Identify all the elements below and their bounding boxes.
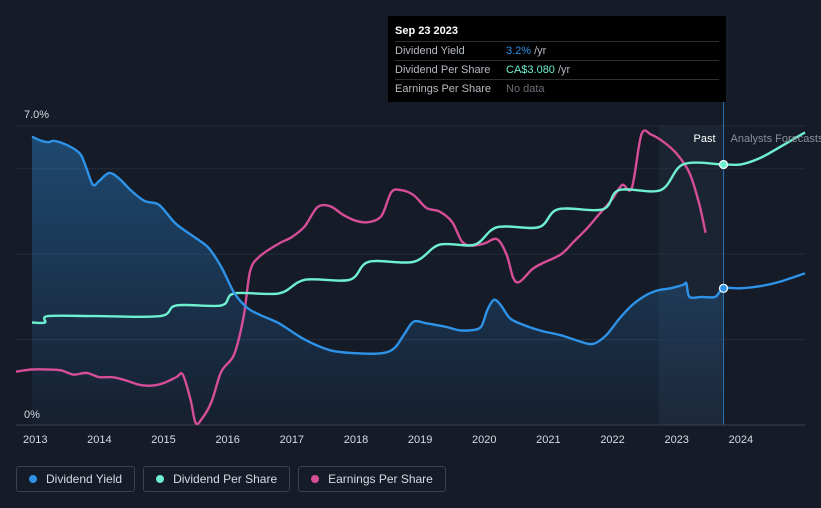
series-line-earnings-per-share (15, 129, 707, 426)
tooltip-unit: /yr (557, 64, 571, 76)
legend-label: Dividend Per Share (173, 472, 278, 486)
legend-item-earnings-per-share[interactable]: Earnings Per Share (298, 466, 446, 492)
legend-dot-icon (156, 475, 165, 483)
tooltip-value: No data (506, 83, 545, 95)
y-axis-top-label: 7.0% (24, 109, 49, 121)
tooltip-label: Earnings Per Share (395, 83, 491, 95)
tooltip-row-dividend-yield: Dividend Yield 3.2% /yr (395, 41, 719, 60)
x-tick-label: 2022 (600, 434, 624, 446)
legend-label: Earnings Per Share (328, 472, 433, 486)
marker-dividend-per-share (718, 159, 729, 170)
x-tick-label: 2016 (215, 434, 239, 446)
x-tick-label: 2024 (729, 434, 753, 446)
tooltip-unit: /yr (534, 45, 547, 57)
dividend-yield-area (32, 136, 724, 425)
series-line-dividend-per-share (31, 131, 806, 325)
x-axis-ticks: 2013 2014 2015 2016 2017 2018 2019 2020 2021 2022… (23, 434, 753, 446)
legend-dot-icon (29, 475, 37, 483)
y-axis-bottom-label: 0% (24, 409, 40, 421)
tooltip-panel: Sep 23 2023 Dividend Yield 3.2% /yr Divi… (388, 16, 726, 102)
forecast-label: Analysts Forecasts (731, 133, 821, 145)
tooltip-value: 3.2% (506, 45, 532, 57)
tooltip-row-dividend-per-share: Dividend Per Share CA$3.080 /yr (395, 60, 719, 79)
tooltip-value: CA$3.080 (506, 64, 555, 76)
x-tick-label: 2021 (536, 434, 560, 446)
x-tick-label: 2014 (87, 434, 111, 446)
x-tick-label: 2019 (408, 434, 432, 446)
tooltip-date: Sep 23 2023 (395, 25, 458, 37)
x-tick-label: 2023 (664, 434, 688, 446)
legend-item-dividend-per-share[interactable]: Dividend Per Share (143, 466, 291, 492)
past-label: Past (694, 133, 716, 145)
tooltip-label: Dividend Yield (395, 45, 465, 57)
series-line-dividend-yield (31, 135, 806, 355)
legend: Dividend Yield Dividend Per Share Earnin… (16, 466, 446, 492)
legend-item-dividend-yield[interactable]: Dividend Yield (16, 466, 136, 492)
chart-svg: 2013 2014 2015 2016 2017 2018 2019 2020 2021 2022… (15, 100, 821, 446)
x-tick-label: 2020 (472, 434, 496, 446)
series-lines (15, 129, 806, 426)
tooltip-label: Dividend Per Share (395, 64, 491, 76)
x-tick-label: 2013 (23, 434, 47, 446)
x-tick-label: 2017 (280, 434, 304, 446)
tooltip-row-earnings-per-share: Earnings Per Share No data (395, 79, 719, 98)
legend-dot-icon (311, 475, 320, 483)
x-tick-label: 2015 (151, 434, 175, 446)
legend-label: Dividend Yield (46, 472, 123, 486)
marker-dividend-yield (718, 283, 729, 293)
x-tick-label: 2018 (344, 434, 368, 446)
